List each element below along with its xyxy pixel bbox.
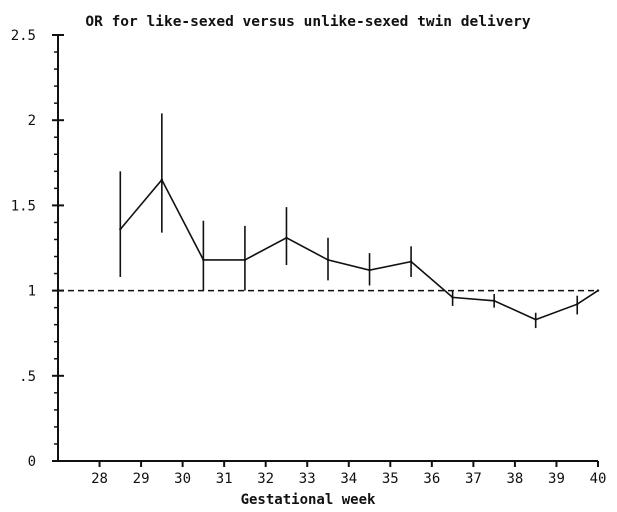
x-tick-label: 30 (174, 471, 191, 487)
tick-marks (52, 35, 598, 467)
x-tick-label: 29 (133, 471, 150, 487)
x-tick-label: 28 (91, 471, 108, 487)
x-tick-label: 35 (382, 471, 399, 487)
x-tick-label: 34 (340, 471, 357, 487)
x-tick-label: 32 (257, 471, 274, 487)
x-tick-label: 39 (548, 471, 565, 487)
series-layer (119, 113, 599, 328)
x-tick-label: 36 (423, 471, 440, 487)
x-tick-label: 40 (590, 471, 607, 487)
x-axis-label: Gestational week (241, 492, 376, 508)
chart-title: OR for like-sexed versus unlike-sexed tw… (85, 14, 530, 30)
y-tick-label: 0 (28, 454, 36, 470)
series-line (120, 180, 598, 320)
x-tick-label: 38 (506, 471, 523, 487)
y-tick-label: .5 (19, 369, 36, 385)
data-point (597, 289, 599, 291)
y-tick-label: 1.5 (11, 198, 36, 214)
x-tick-label: 37 (465, 471, 482, 487)
x-tick-label: 33 (299, 471, 316, 487)
y-tick-label: 2 (28, 113, 36, 129)
tick-labels: 0 .5 1 1.5 2 2.5 28 29 30 31 32 33 34 35 36 37 38 39 40 (11, 28, 607, 487)
x-tick-label: 31 (216, 471, 233, 487)
y-tick-label: 2.5 (11, 28, 36, 44)
y-tick-label: 1 (28, 284, 36, 300)
